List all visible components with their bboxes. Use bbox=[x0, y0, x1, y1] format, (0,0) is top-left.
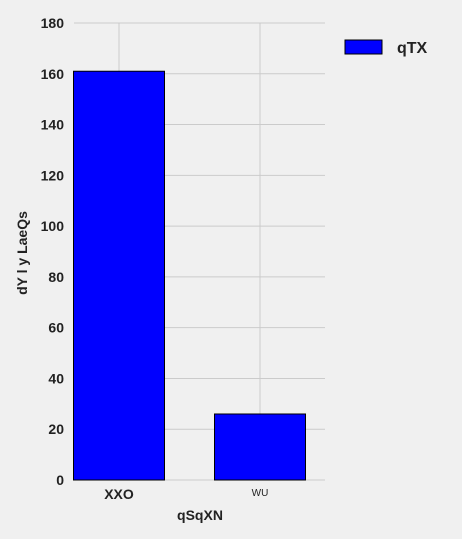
y-tick-label: 40 bbox=[48, 370, 64, 386]
y-tick-label: 60 bbox=[48, 320, 64, 336]
x-axis-ticks: XXO WU bbox=[104, 486, 268, 502]
y-axis-ticks: 0 20 40 60 80 100 120 140 160 180 bbox=[41, 15, 65, 488]
x-axis-label: qSqXN bbox=[177, 507, 223, 523]
x-tick-label: XXO bbox=[104, 486, 134, 502]
bar-xxo bbox=[73, 70, 165, 481]
y-tick-label: 80 bbox=[48, 269, 64, 285]
legend: qTX bbox=[344, 39, 428, 57]
y-tick-label: 180 bbox=[41, 15, 65, 31]
y-tick-label: 20 bbox=[48, 421, 64, 437]
bar-wu bbox=[214, 413, 306, 481]
x-tick-label: WU bbox=[252, 488, 269, 499]
y-tick-label: 120 bbox=[41, 167, 65, 183]
bars bbox=[73, 70, 306, 481]
legend-swatch bbox=[344, 39, 383, 55]
legend-label: qTX bbox=[397, 40, 428, 57]
y-axis-label: dY l y LaeQs bbox=[14, 211, 30, 295]
y-tick-label: 0 bbox=[56, 472, 64, 488]
y-tick-label: 140 bbox=[41, 117, 65, 133]
y-tick-label: 160 bbox=[41, 66, 65, 82]
y-tick-label: 100 bbox=[41, 218, 65, 234]
